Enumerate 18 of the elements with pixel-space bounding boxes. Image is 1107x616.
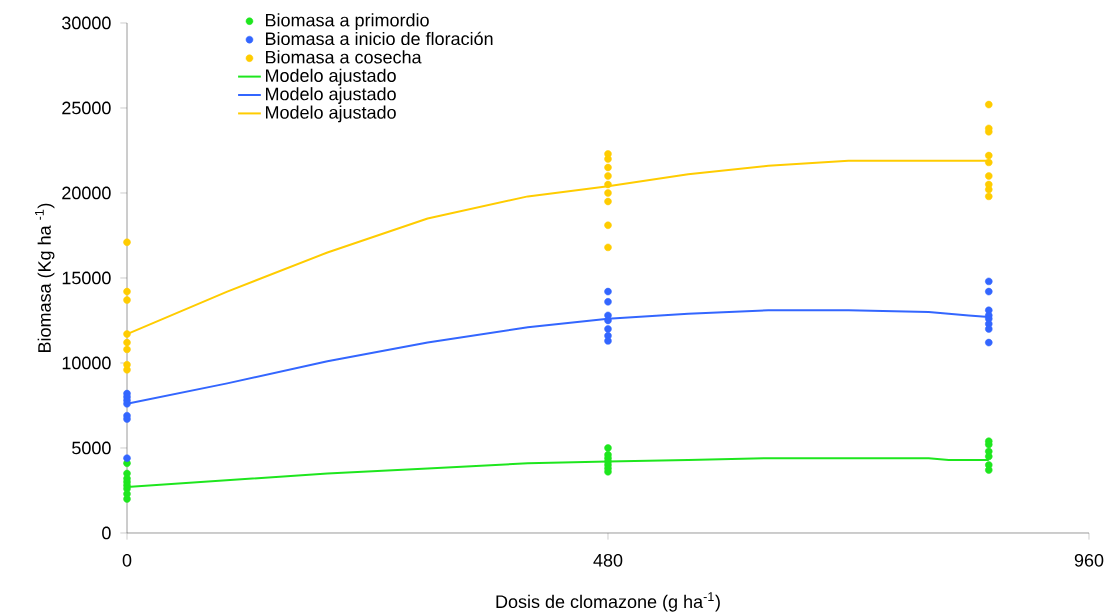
legend-label: Biomasa a primordio	[266, 13, 429, 31]
y-tick-label: 20000	[62, 186, 111, 200]
legend-label: Biomasa a cosecha	[266, 50, 422, 64]
x-tick-label: 960	[1074, 553, 1104, 567]
y-tick-label: 25000	[62, 101, 111, 115]
y-tick-label: 5000	[72, 441, 111, 455]
y-tick-label: 0	[102, 526, 111, 540]
x-axis-title: Dosis de clomazone (g ha$^{-1}$)	[496, 592, 720, 612]
y-tick-label: 15000	[62, 271, 111, 285]
y-axis-title: Biomasa (Kg ha $^{-1}$)	[35, 203, 55, 352]
legend-label: Modelo ajustado	[266, 105, 396, 123]
legend-label: Modelo ajustado	[266, 87, 396, 104]
x-tick-label: 480	[593, 553, 623, 567]
y-tick-label: 10000	[62, 356, 111, 370]
legend-label: Biomasa a inicio de floración	[266, 31, 493, 46]
legend-label: Modelo ajustado	[266, 68, 396, 86]
y-tick-label: 30000	[62, 16, 111, 30]
x-tick-label: 0	[122, 553, 132, 567]
